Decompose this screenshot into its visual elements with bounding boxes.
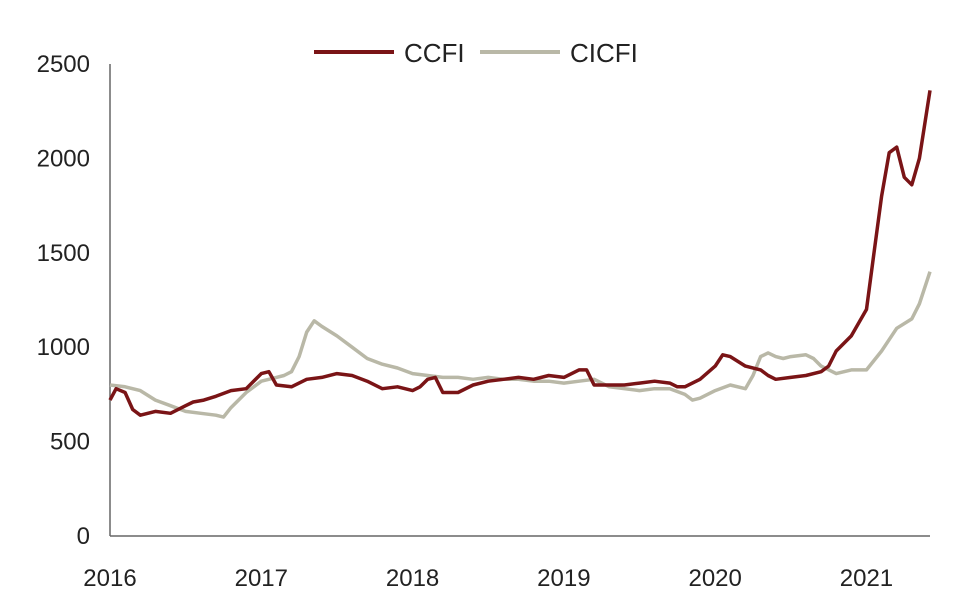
x-tick-label: 2020 <box>688 565 741 592</box>
y-tick-label: 1000 <box>37 334 90 361</box>
x-tick-labels: 2016 2017 2018 2019 2020 2021 <box>83 565 893 592</box>
y-tick-label: 2000 <box>37 145 90 172</box>
legend: CCFI CICFI <box>314 38 638 68</box>
series-layer <box>108 90 932 419</box>
legend-label-cicfi: CICFI <box>570 38 638 68</box>
x-tick-label: 2018 <box>386 565 439 592</box>
series-line-cicfi <box>109 271 932 419</box>
y-tick-label: 500 <box>50 429 90 456</box>
x-tick-label: 2021 <box>840 565 893 592</box>
y-tick-label: 2500 <box>37 51 90 78</box>
legend-label-ccfi: CCFI <box>404 38 465 68</box>
series-line-ccfi <box>108 90 932 417</box>
x-tick-label: 2019 <box>537 565 590 592</box>
y-tick-label: 1500 <box>37 240 90 267</box>
x-tick-label: 2017 <box>235 565 288 592</box>
y-tick-labels: 0 500 1000 1500 2000 2500 <box>37 51 90 550</box>
y-tick-label: 0 <box>77 523 90 550</box>
x-tick-label: 2016 <box>83 565 136 592</box>
